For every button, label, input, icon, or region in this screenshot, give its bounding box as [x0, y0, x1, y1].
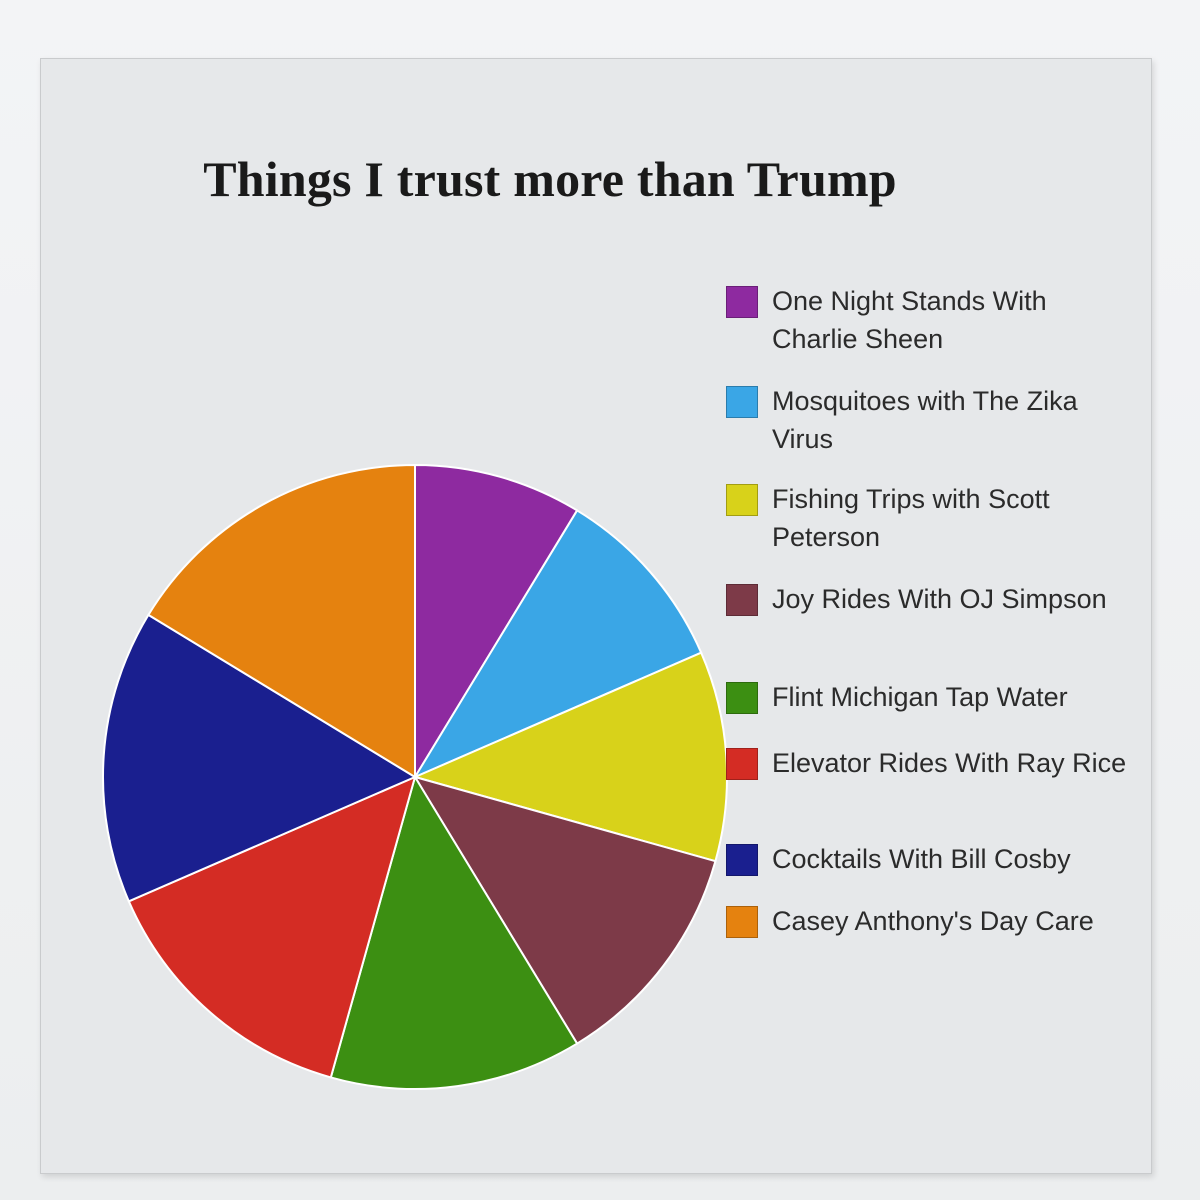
- legend-swatch: [726, 584, 758, 616]
- legend-label: Casey Anthony's Day Care: [772, 906, 1094, 936]
- legend-swatch: [726, 682, 758, 714]
- legend-label: Fishing Trips with Scott Peterson: [772, 484, 1050, 552]
- legend-item: Elevator Rides With Ray Rice: [726, 744, 1132, 782]
- legend-swatch: [726, 286, 758, 318]
- pie-slice: [412, 509, 703, 780]
- pie-slice: [329, 774, 579, 1090]
- legend-swatch: [726, 386, 758, 418]
- legend-label: Joy Rides With OJ Simpson: [772, 584, 1107, 614]
- legend-item: Fishing Trips with Scott Peterson: [726, 480, 1132, 556]
- legend-item: One Night Stands With Charlie Sheen: [726, 282, 1132, 358]
- legend-item: Flint Michigan Tap Water: [726, 678, 1132, 716]
- legend-item: Casey Anthony's Day Care: [726, 902, 1132, 940]
- legend-swatch: [726, 748, 758, 780]
- legend-swatch: [726, 906, 758, 938]
- pie-chart: [102, 463, 728, 1090]
- legend-item: Mosquitoes with The Zika Virus: [726, 382, 1132, 458]
- pie-slice: [412, 775, 717, 1045]
- pie-slice: [414, 463, 579, 781]
- legend-label: Mosquitoes with The Zika Virus: [772, 386, 1078, 454]
- legend-item: Joy Rides With OJ Simpson: [726, 580, 1132, 618]
- legend-label: One Night Stands With Charlie Sheen: [772, 286, 1047, 354]
- pie-slice: [102, 613, 418, 903]
- legend-label: Cocktails With Bill Cosby: [772, 844, 1071, 874]
- legend-swatch: [726, 484, 758, 516]
- chart-title: Things I trust more than Trump: [203, 151, 897, 207]
- legend-label: Flint Michigan Tap Water: [772, 682, 1068, 712]
- pie-slice: [147, 463, 416, 779]
- legend-item: Cocktails With Bill Cosby: [726, 840, 1132, 878]
- pie-slice: [127, 775, 417, 1079]
- legend-label: Elevator Rides With Ray Rice: [772, 748, 1127, 778]
- legend-swatch: [726, 844, 758, 876]
